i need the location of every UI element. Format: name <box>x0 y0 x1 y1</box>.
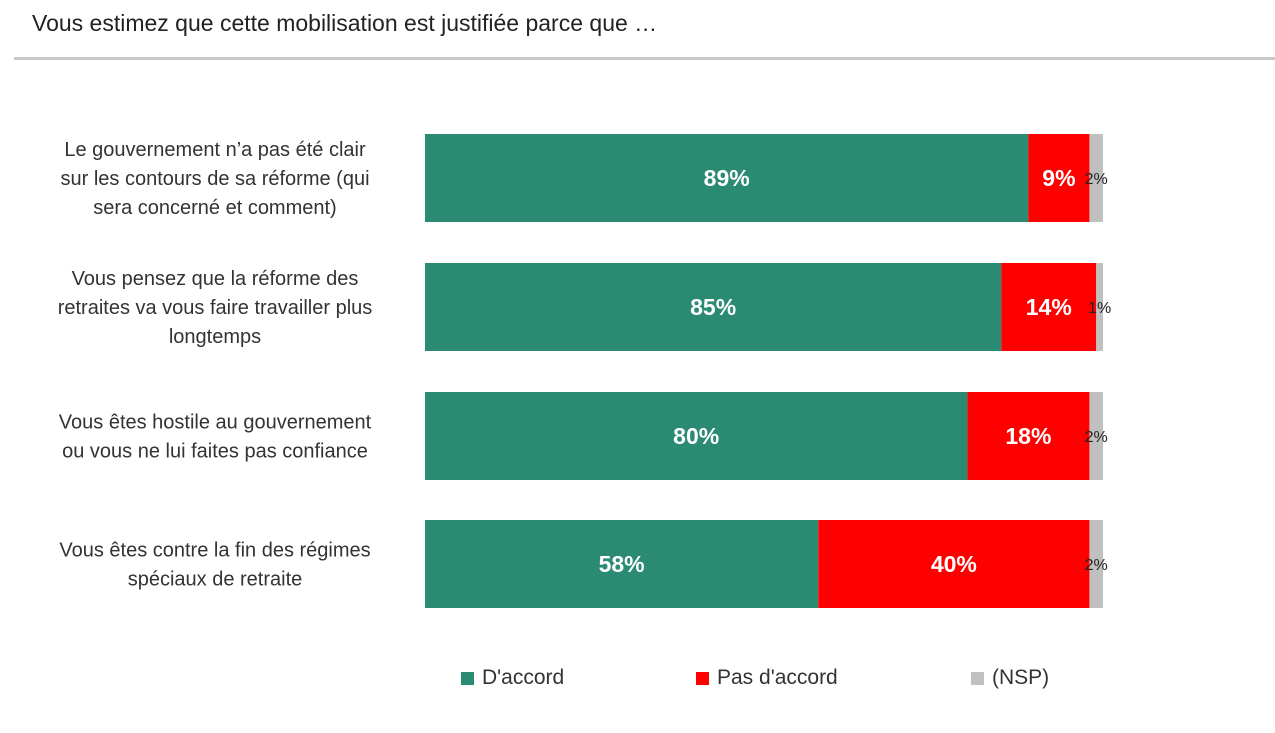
data-label-disagree: 9% <box>1042 165 1075 191</box>
category-label-line: Le gouvernement n’a pas été clair <box>64 139 366 161</box>
data-label-nsp: 1% <box>1088 300 1111 317</box>
bar-disagree <box>1001 263 1097 351</box>
bar-agree <box>425 263 1002 351</box>
category-label-line: longtemps <box>169 326 261 348</box>
bar-nsp <box>1089 392 1103 480</box>
legend-swatch-nsp <box>971 671 984 685</box>
bar-nsp <box>1096 263 1103 351</box>
data-label-agree: 89% <box>704 165 750 191</box>
legend-label-agree: D'accord <box>482 666 565 689</box>
category-label-line: Vous êtes contre la fin des régimes <box>59 540 370 562</box>
data-label-nsp: 2% <box>1085 429 1108 446</box>
data-label-agree: 85% <box>690 294 736 320</box>
category-label-line: retraites va vous faire travailler plus <box>58 297 373 319</box>
category-label: Vous pensez que la réforme des retraites … <box>58 268 373 348</box>
data-label-disagree: 40% <box>931 551 977 577</box>
category-label-line: sera concerné et comment) <box>93 197 336 219</box>
data-label-nsp: 2% <box>1085 557 1108 574</box>
data-label-nsp: 2% <box>1085 171 1108 188</box>
chart-title: Vous estimez que cette mobilisation est … <box>32 10 658 36</box>
category-label: Le gouvernement n’a pas été clair sur les… <box>60 139 369 219</box>
stacked-bar-chart: Le gouvernement n’a pas été clair sur les… <box>58 134 1111 608</box>
category-label-line: Vous êtes hostile au gouvernement <box>59 412 372 434</box>
legend-item-agree: D'accord <box>461 666 564 690</box>
bar-agree <box>425 392 968 480</box>
legend-swatch-disagree <box>696 671 709 685</box>
bar-agree <box>425 520 819 608</box>
legend-item-nsp: (NSP) <box>971 666 1049 690</box>
category-label: Vous êtes contre la fin des régimes spéci… <box>59 540 370 591</box>
data-label-disagree: 14% <box>1026 294 1072 320</box>
category-label-line: sur les contours de sa réforme (qui <box>60 168 369 190</box>
legend-swatch-agree <box>461 671 474 685</box>
bar-nsp <box>1089 520 1103 608</box>
title-divider <box>14 57 1275 60</box>
category-label-line: spéciaux de retraite <box>128 569 303 591</box>
data-label-disagree: 18% <box>1005 423 1051 449</box>
bar-nsp <box>1089 134 1103 222</box>
category-label-line: Vous pensez que la réforme des <box>72 268 359 290</box>
bar-disagree <box>1028 134 1090 222</box>
category-label-line: ou vous ne lui faites pas confiance <box>62 441 368 463</box>
bar-disagree <box>967 392 1090 480</box>
bar-disagree <box>818 520 1090 608</box>
category-label: Vous êtes hostile au gouvernement ou vous… <box>59 412 372 463</box>
data-label-agree: 58% <box>599 551 645 577</box>
legend-item-disagree: Pas d'accord <box>696 666 838 690</box>
legend-label-disagree: Pas d'accord <box>717 666 838 689</box>
bar-agree <box>425 134 1029 222</box>
legend-label-nsp: (NSP) <box>992 666 1050 689</box>
data-label-agree: 80% <box>673 423 719 449</box>
chart-legend: D'accord Pas d'accord (NSP) <box>0 666 1275 692</box>
